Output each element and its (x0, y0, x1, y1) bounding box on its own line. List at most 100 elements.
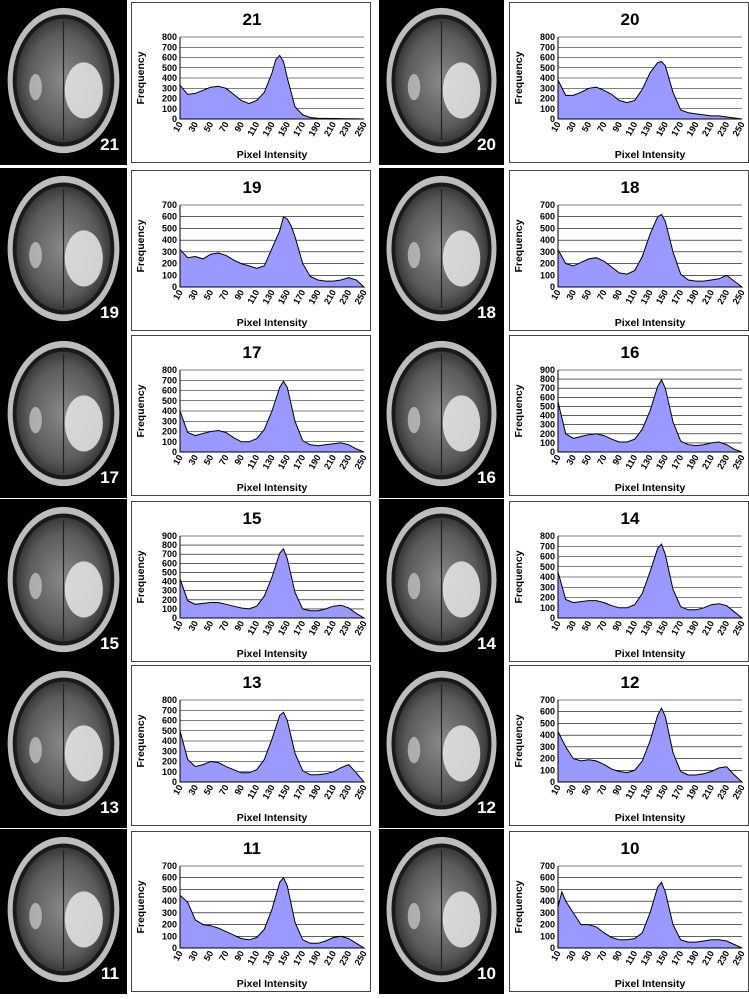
x-tick-label: 210 (700, 120, 716, 138)
x-tick-label: 90 (232, 288, 246, 302)
y-tick-label: 600 (162, 386, 177, 396)
x-tick-label: 250 (353, 453, 369, 471)
x-tick-label: 130 (261, 619, 277, 637)
y-tick-label: 300 (162, 746, 177, 756)
x-tick-label: 210 (700, 949, 716, 967)
x-tick-label: 90 (232, 453, 246, 467)
chart-title: 12 (621, 673, 640, 692)
histogram-area (179, 380, 365, 453)
y-tick-label: 100 (540, 603, 555, 613)
x-tick-label: 10 (549, 619, 563, 633)
y-tick-label: 300 (162, 247, 177, 257)
y-tick-label: 0 (550, 447, 555, 457)
y-tick-label: 300 (540, 420, 555, 430)
chart-title: 15 (243, 509, 262, 528)
x-tick-label: 190 (685, 120, 701, 138)
y-tick-label: 100 (162, 604, 177, 614)
y-axis-label: Frequency (513, 384, 525, 437)
slice-number-label: 16 (477, 468, 496, 487)
histogram-area (179, 711, 366, 783)
x-tick-label: 190 (307, 120, 323, 138)
histogram-panel: 10 0 100 200 300 400 500 600 700 10 30 50 70 90 110 130… (509, 831, 749, 992)
y-tick-label: 500 (162, 396, 177, 406)
y-tick-label: 100 (540, 931, 555, 941)
x-tick-label: 150 (654, 619, 670, 637)
x-tick-label: 250 (353, 120, 369, 138)
y-tick-label: 0 (550, 282, 555, 292)
x-tick-label: 50 (580, 288, 594, 302)
x-tick-label: 70 (595, 120, 609, 134)
x-tick-label: 50 (580, 453, 594, 467)
x-axis-label: Pixel Intensity (237, 648, 308, 660)
x-tick-label: 250 (353, 949, 369, 967)
chart-title: 21 (243, 10, 262, 29)
slice-number-label: 14 (477, 634, 496, 653)
x-tick-label: 190 (307, 453, 323, 471)
brain-scan-graphic (7, 670, 120, 817)
brain-scan-graphic (386, 175, 497, 322)
chart-title: 11 (243, 839, 261, 858)
x-tick-label: 10 (171, 453, 185, 467)
histogram-panel: 20 0 100 200 300 400 500 600 700 800 10 30 50 70 90 110… (509, 2, 749, 163)
y-tick-label: 0 (172, 114, 177, 124)
x-tick-label: 190 (685, 453, 701, 471)
x-axis-label: Pixel Intensity (615, 149, 686, 161)
slice-number-label: 17 (100, 468, 119, 487)
slice-number-label: 15 (100, 634, 119, 653)
y-tick-label: 700 (540, 200, 555, 210)
y-tick-label: 200 (162, 595, 177, 605)
histogram-panel: 13 0 100 200 300 400 500 600 700 800 10 30 50 70 90 110… (131, 665, 371, 826)
x-tick-label: 30 (186, 453, 200, 467)
histogram-area (179, 547, 366, 619)
x-tick-label: 30 (186, 783, 200, 797)
y-tick-label: 400 (162, 736, 177, 746)
x-tick-label: 170 (291, 120, 307, 138)
mri-slice-image: 11 (0, 829, 127, 994)
slice-number-label: 13 (100, 798, 119, 817)
chart-title: 19 (243, 178, 262, 197)
y-tick-label: 700 (540, 695, 555, 705)
y-tick-label: 500 (540, 718, 555, 728)
y-tick-label: 700 (162, 375, 177, 385)
x-tick-label: 210 (700, 288, 716, 306)
x-axis-label: Pixel Intensity (237, 978, 308, 990)
x-tick-label: 50 (202, 949, 216, 963)
y-tick-label: 800 (540, 32, 555, 42)
x-tick-label: 150 (654, 949, 670, 967)
histogram-panel: 16 0 100 200 300 400 500 600 700 800 900 10 30 50 70 90… (509, 335, 749, 496)
x-tick-label: 230 (337, 120, 353, 138)
mri-slice-image: 18 (379, 168, 504, 333)
x-tick-label: 170 (669, 783, 685, 801)
x-tick-label: 150 (276, 619, 292, 637)
y-tick-label: 0 (172, 943, 177, 953)
x-tick-label: 150 (276, 949, 292, 967)
histogram-panel: 12 0 100 200 300 400 500 600 700 10 30 50 70 90 110 130… (509, 665, 749, 826)
y-axis-label: Frequency (135, 880, 147, 933)
y-tick-label: 0 (172, 777, 177, 787)
chart-title: 10 (621, 839, 640, 858)
y-tick-label: 500 (162, 567, 177, 577)
y-tick-label: 600 (162, 873, 177, 883)
y-axis-label: Frequency (513, 219, 525, 272)
y-tick-label: 100 (162, 104, 177, 114)
x-tick-label: 170 (291, 619, 307, 637)
y-tick-label: 800 (162, 540, 177, 550)
x-tick-label: 190 (307, 288, 323, 306)
x-tick-label: 10 (549, 783, 563, 797)
x-axis-label: Pixel Intensity (237, 317, 308, 329)
x-tick-label: 110 (245, 783, 261, 801)
y-tick-label: 100 (540, 438, 555, 448)
x-tick-label: 10 (171, 949, 185, 963)
y-tick-label: 200 (162, 757, 177, 767)
x-tick-label: 90 (610, 288, 624, 302)
x-tick-label: 50 (202, 619, 216, 633)
x-tick-label: 250 (353, 619, 369, 637)
y-tick-label: 400 (540, 730, 555, 740)
x-tick-label: 10 (171, 783, 185, 797)
